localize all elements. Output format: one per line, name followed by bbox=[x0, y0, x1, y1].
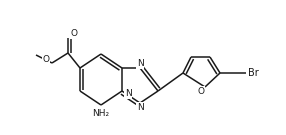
Text: O: O bbox=[43, 55, 49, 63]
Text: N: N bbox=[125, 90, 131, 99]
Text: N: N bbox=[125, 90, 131, 99]
Text: N: N bbox=[137, 60, 143, 68]
Text: O: O bbox=[198, 87, 204, 95]
Text: Br: Br bbox=[248, 68, 259, 78]
Text: N: N bbox=[137, 102, 143, 112]
Text: O: O bbox=[71, 30, 78, 38]
Text: NH₂: NH₂ bbox=[92, 109, 110, 117]
